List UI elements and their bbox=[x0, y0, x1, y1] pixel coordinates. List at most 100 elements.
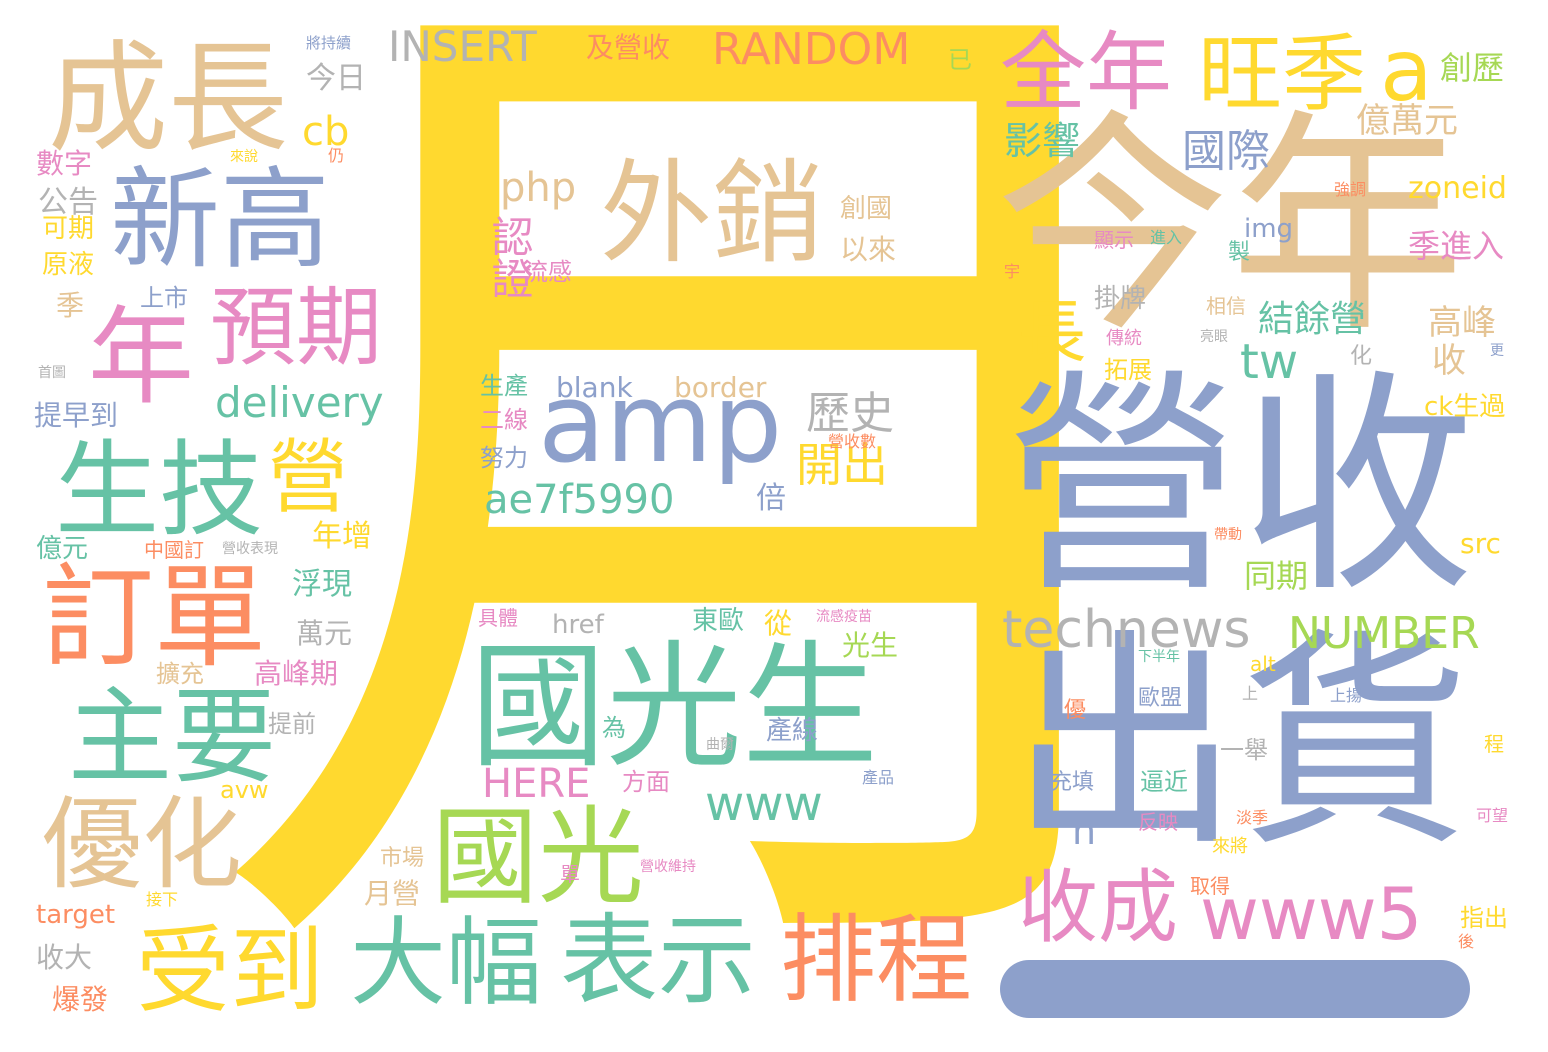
word: 來將 bbox=[1212, 836, 1248, 857]
word: 流感 bbox=[524, 258, 572, 286]
word: technews bbox=[1002, 600, 1251, 660]
word: 提早到 bbox=[34, 399, 119, 432]
word: zoneid bbox=[1408, 171, 1507, 206]
word: 認證 bbox=[485, 215, 534, 299]
word: 相信 bbox=[1206, 294, 1246, 318]
word: 爆發 bbox=[52, 983, 109, 1016]
word: cb bbox=[302, 109, 350, 155]
word: ae7f5990 bbox=[484, 477, 675, 523]
word: 從 bbox=[764, 607, 793, 640]
word: 季 bbox=[56, 289, 85, 322]
word: 進入 bbox=[1150, 228, 1183, 247]
word: 傳統 bbox=[1106, 328, 1142, 349]
word: 旺季 bbox=[1198, 25, 1367, 123]
word: 同期 bbox=[1244, 557, 1309, 595]
word: 出貨 bbox=[1010, 611, 1471, 878]
word: 營 bbox=[268, 431, 348, 524]
word: 亮眼 bbox=[1200, 329, 1228, 345]
word: 萬元 bbox=[296, 617, 353, 650]
word: 將持續 bbox=[306, 34, 352, 52]
word: src bbox=[1460, 527, 1501, 560]
word: 億萬元 bbox=[1356, 101, 1458, 141]
word: 優化 bbox=[42, 786, 242, 903]
word: 創國 bbox=[840, 194, 893, 224]
word: INSERT bbox=[388, 22, 537, 71]
word: 反映 bbox=[1138, 810, 1178, 834]
word: php bbox=[500, 165, 577, 211]
word: 今年 bbox=[995, 91, 1465, 364]
word: 大幅 bbox=[350, 907, 542, 1019]
word: HERE bbox=[482, 761, 591, 807]
word: 季進入 bbox=[1408, 227, 1505, 265]
word: 後 bbox=[1458, 932, 1475, 951]
word: 表示 bbox=[560, 904, 757, 1018]
word: 上揚 bbox=[1330, 686, 1363, 705]
word: 倍 bbox=[756, 481, 786, 516]
word: 流感疫苗 bbox=[816, 609, 872, 625]
word: 一舉 bbox=[1220, 736, 1268, 764]
word: 高峰期 bbox=[254, 657, 339, 690]
word: 全年 bbox=[1000, 23, 1172, 123]
word: 產線 bbox=[766, 716, 819, 746]
word: 具體 bbox=[478, 606, 518, 630]
word: 單 bbox=[560, 862, 580, 886]
word: 公告 bbox=[38, 185, 98, 220]
word: RANDOM bbox=[712, 24, 911, 75]
word: 預期 bbox=[210, 278, 382, 378]
word: 市場 bbox=[380, 846, 425, 871]
word: NUMBER bbox=[1288, 608, 1480, 659]
word: 方面 bbox=[622, 768, 670, 796]
word: 化 bbox=[1350, 344, 1373, 369]
word: 國光 bbox=[432, 796, 644, 919]
word: tw bbox=[1240, 334, 1299, 390]
word: 可望 bbox=[1476, 806, 1509, 825]
word: 二線 bbox=[480, 406, 528, 434]
word: 月 bbox=[205, 0, 1245, 1052]
word: 歷史 bbox=[806, 388, 894, 439]
word: 擴充 bbox=[156, 660, 204, 688]
word: 影響 bbox=[1004, 119, 1081, 163]
word: 帶動 bbox=[1214, 527, 1242, 543]
word: a bbox=[1380, 21, 1433, 121]
word: 為 bbox=[602, 714, 626, 742]
word: 更 bbox=[1490, 343, 1504, 359]
word: 宇 bbox=[1004, 262, 1021, 281]
word: 外銷 bbox=[600, 149, 824, 279]
word: 程 bbox=[1484, 732, 1504, 756]
word: 歐盟 bbox=[1138, 686, 1183, 711]
word: 排程 bbox=[780, 904, 972, 1016]
word: border bbox=[674, 371, 767, 404]
word: 可期 bbox=[42, 214, 95, 244]
word: 受到 bbox=[136, 917, 325, 1026]
word: 今日 bbox=[306, 61, 366, 96]
word: 新高 bbox=[110, 156, 330, 284]
word: 優 bbox=[1064, 698, 1087, 723]
word: 強調 bbox=[1334, 180, 1367, 199]
word: 東歐 bbox=[692, 606, 745, 636]
word: 創歷 bbox=[1440, 49, 1505, 87]
word: 下半年 bbox=[1138, 649, 1180, 665]
word: 掛牌 bbox=[1094, 284, 1147, 314]
word: 訂單 bbox=[42, 553, 266, 683]
word: 顯示 bbox=[1094, 228, 1134, 252]
word: 營收 bbox=[1005, 351, 1475, 624]
word: 年 bbox=[88, 296, 194, 419]
word: 國際 bbox=[1182, 126, 1270, 177]
word: 努力 bbox=[480, 444, 528, 472]
word: 年增 bbox=[312, 519, 372, 554]
word: 逼近 bbox=[1140, 768, 1188, 796]
word: 數字 bbox=[36, 147, 93, 180]
word: 提前 bbox=[268, 710, 316, 738]
word: 月營 bbox=[364, 877, 421, 910]
word: 原液 bbox=[42, 250, 95, 280]
word: 營收表現 bbox=[222, 541, 278, 557]
word: 上市 bbox=[140, 284, 188, 312]
word: www5 bbox=[1200, 872, 1423, 956]
word: delivery bbox=[215, 378, 384, 427]
word: 成長 bbox=[48, 30, 288, 169]
word: 億元 bbox=[36, 534, 89, 564]
word: href bbox=[552, 610, 604, 640]
word: 首圖 bbox=[38, 365, 66, 381]
word: alt bbox=[1250, 652, 1276, 676]
